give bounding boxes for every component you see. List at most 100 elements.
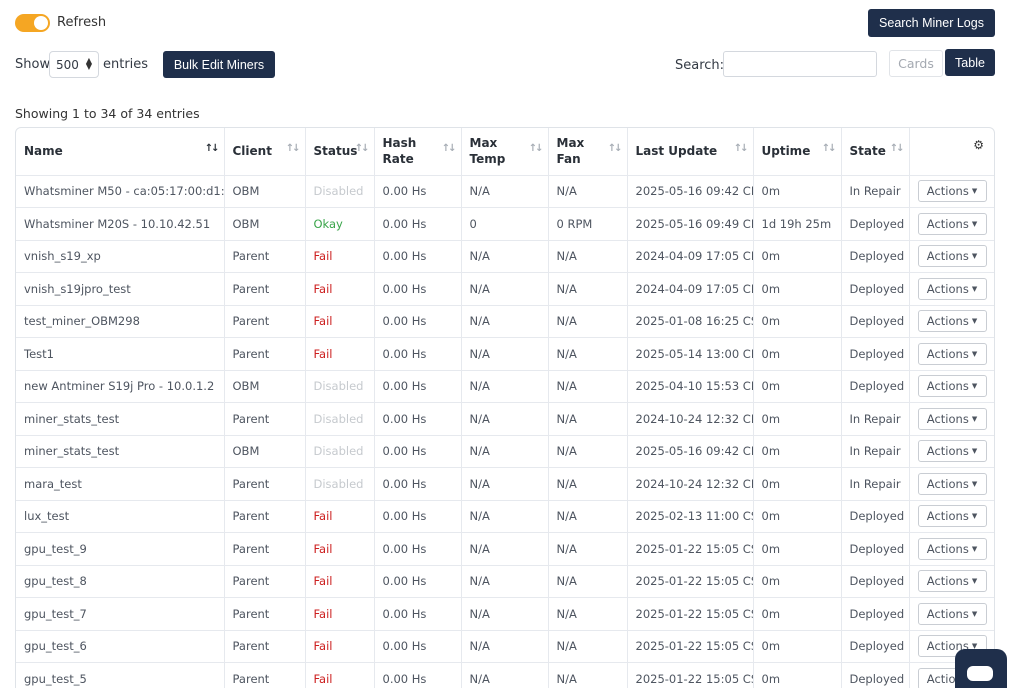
max-fan-cell: N/A (548, 305, 628, 338)
status-cell: Disabled (305, 402, 375, 436)
max-temp-cell: N/A (461, 597, 549, 631)
last-update-cell: 2025-01-22 15:05 CST (627, 597, 754, 631)
last-update-cell: 2025-05-16 09:49 CDT (627, 207, 754, 241)
col-header-name[interactable]: Name ↑↓ (16, 128, 225, 176)
last-update-cell: 2025-02-13 11:00 CST (627, 500, 754, 533)
uptime-cell: 0m (753, 565, 842, 598)
last-update-cell: 2024-10-24 12:32 CDT (627, 402, 754, 436)
miners-table: Name ↑↓ Client ↑↓ Status ↑↓ Hash Rate ↑↓ Max T… (15, 127, 995, 688)
search-input[interactable] (723, 51, 877, 77)
col-header-max-temp[interactable]: Max Temp ↑↓ (461, 128, 549, 176)
actions-dropdown-button[interactable]: Actions▼ (917, 570, 987, 593)
max-temp-cell: N/A (461, 630, 549, 663)
actions-cell: Actions▼ (909, 240, 994, 273)
actions-dropdown-button[interactable]: Actions▼ (917, 342, 987, 365)
max-fan-cell: N/A (548, 500, 628, 533)
actions-dropdown-button[interactable]: Actions▼ (917, 407, 987, 430)
uptime-cell: 0m (753, 402, 842, 436)
actions-label: Actions (926, 379, 969, 394)
last-update-cell: 2024-10-24 12:32 CDT (627, 467, 754, 501)
state-cell: In Repair (841, 467, 910, 501)
max-fan-cell: N/A (548, 337, 628, 371)
actions-label: Actions (926, 606, 969, 621)
max-fan-cell: N/A (548, 240, 628, 273)
col-header-last-update[interactable]: Last Update ↑↓ (627, 128, 754, 176)
actions-label: Actions (926, 541, 969, 556)
state-cell: Deployed (841, 662, 910, 688)
bulk-edit-miners-button[interactable]: Bulk Edit Miners (163, 51, 275, 78)
client-cell: Parent (224, 630, 306, 663)
state-cell: Deployed (841, 240, 910, 273)
entries-value: 500 (56, 57, 79, 72)
last-update-cell: 2025-01-22 15:05 CST (627, 662, 754, 688)
show-label: Show (15, 57, 51, 72)
actions-dropdown-button[interactable]: Actions▼ (917, 212, 987, 235)
uptime-cell: 0m (753, 305, 842, 338)
hash-rate-cell: 0.00 Hs (374, 662, 462, 688)
actions-dropdown-button[interactable]: Actions▼ (917, 602, 987, 625)
col-header-max-fan[interactable]: Max Fan ↑↓ (548, 128, 628, 176)
entries-per-page-select[interactable]: 500 ▲ ▼ (49, 51, 99, 78)
actions-dropdown-button[interactable]: Actions▼ (917, 277, 987, 300)
max-temp-cell: N/A (461, 565, 549, 598)
last-update-cell: 2025-05-14 13:00 CDT (627, 337, 754, 371)
actions-dropdown-button[interactable]: Actions▼ (917, 180, 987, 203)
status-cell: Fail (305, 630, 375, 663)
max-temp-cell: N/A (461, 272, 549, 306)
actions-cell: Actions▼ (909, 175, 994, 208)
actions-dropdown-button[interactable]: Actions▼ (917, 310, 987, 333)
table-row: mara_test Parent Disabled 0.00 Hs N/A N/A 2024… (16, 467, 994, 501)
actions-label: Actions (926, 476, 969, 491)
table-view-button[interactable]: Table (945, 49, 995, 76)
last-update-cell: 2024-04-09 17:05 CDT (627, 272, 754, 306)
max-temp-cell: N/A (461, 532, 549, 566)
actions-dropdown-button[interactable]: Actions▼ (917, 472, 987, 495)
status-cell: Fail (305, 565, 375, 598)
sort-arrows-icon: ↑↓ (607, 143, 623, 154)
actions-dropdown-button[interactable]: Actions▼ (917, 375, 987, 398)
status-cell: Fail (305, 500, 375, 533)
miner-name-cell: miner_stats_test (16, 402, 225, 436)
refresh-toggle[interactable] (15, 14, 50, 32)
actions-dropdown-button[interactable]: Actions▼ (917, 537, 987, 560)
actions-dropdown-button[interactable]: Actions▼ (917, 505, 987, 528)
status-cell: Fail (305, 240, 375, 273)
uptime-cell: 0m (753, 435, 842, 468)
cards-view-button[interactable]: Cards (889, 50, 943, 77)
caret-down-icon: ▼ (971, 512, 978, 521)
caret-down-icon: ▼ (971, 349, 978, 358)
client-cell: Parent (224, 500, 306, 533)
gear-icon[interactable]: ⚙ (973, 138, 984, 152)
state-cell: Deployed (841, 532, 910, 566)
max-fan-cell: N/A (548, 370, 628, 403)
max-fan-cell: N/A (548, 662, 628, 688)
actions-dropdown-button[interactable]: Actions▼ (917, 245, 987, 268)
status-cell: Fail (305, 532, 375, 566)
client-cell: Parent (224, 337, 306, 371)
col-header-uptime[interactable]: Uptime ↑↓ (753, 128, 842, 176)
actions-dropdown-button[interactable]: Actions▼ (917, 440, 987, 463)
client-cell: Parent (224, 305, 306, 338)
max-fan-cell: 0 RPM (548, 207, 628, 241)
table-row: Whatsminer M50 - ca:05:17:00:d1:8a OBM Dis… (16, 175, 994, 208)
uptime-cell: 0m (753, 240, 842, 273)
actions-label: Actions (926, 184, 969, 199)
col-header-client[interactable]: Client ↑↓ (224, 128, 306, 176)
actions-cell: Actions▼ (909, 402, 994, 436)
max-temp-cell: N/A (461, 435, 549, 468)
status-cell: Disabled (305, 467, 375, 501)
hash-rate-cell: 0.00 Hs (374, 272, 462, 306)
table-row: vnish_s19_xp Parent Fail 0.00 Hs N/A N/A 2024-… (16, 240, 994, 273)
col-header-state[interactable]: State ↑↓ (841, 128, 910, 176)
col-header-status[interactable]: Status ↑↓ (305, 128, 375, 176)
state-cell: In Repair (841, 435, 910, 468)
actions-cell: Actions▼ (909, 597, 994, 631)
uptime-cell: 0m (753, 272, 842, 306)
search-miner-logs-button[interactable]: Search Miner Logs (868, 9, 995, 37)
table-row: lux_test Parent Fail 0.00 Hs N/A N/A 2025-02-1… (16, 500, 994, 533)
caret-down-icon: ▼ (971, 317, 978, 326)
col-header-hash-rate[interactable]: Hash Rate ↑↓ (374, 128, 462, 176)
actions-label: Actions (926, 444, 969, 459)
chat-widget-button[interactable] (955, 649, 1007, 688)
table-row: Whatsminer M20S - 10.10.42.51 OBM Okay 0.00… (16, 207, 994, 241)
